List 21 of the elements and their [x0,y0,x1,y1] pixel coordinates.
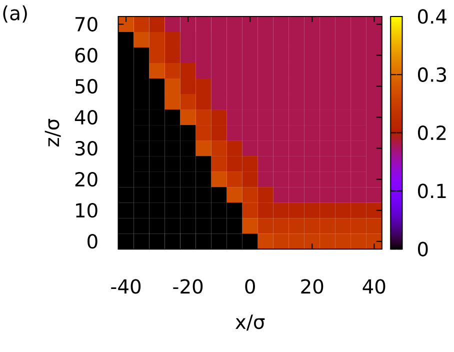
x-tick-label: -40 [111,279,141,294]
y-tick-label: 60 [75,48,98,63]
color-bar-label: 0.1 [418,184,446,198]
x-tick-label: 40 [362,279,386,294]
color-bar-label: 0.3 [418,67,446,82]
color-bar-label: 0.2 [418,126,446,140]
y-tick-label: 10 [76,203,98,218]
y-tick-label: 0 [88,234,98,249]
x-tick-label: -20 [173,279,203,294]
x-tick-label: 20 [301,279,324,294]
y-axis-title: z/σ [44,118,61,147]
x-axis-title: x/σ [236,314,265,331]
color-bar-label: 0.4 [418,9,446,24]
y-tick-label: 30 [75,141,98,156]
color-bar-label: 0 [418,242,428,257]
text: (a) [3,6,27,23]
y-tick-label: 40 [74,110,98,125]
y-tick-label: 20 [75,172,98,187]
x-tick-label: 0 [245,279,255,294]
y-tick-label: 50 [75,79,98,94]
y-tick-label: 70 [76,16,98,32]
